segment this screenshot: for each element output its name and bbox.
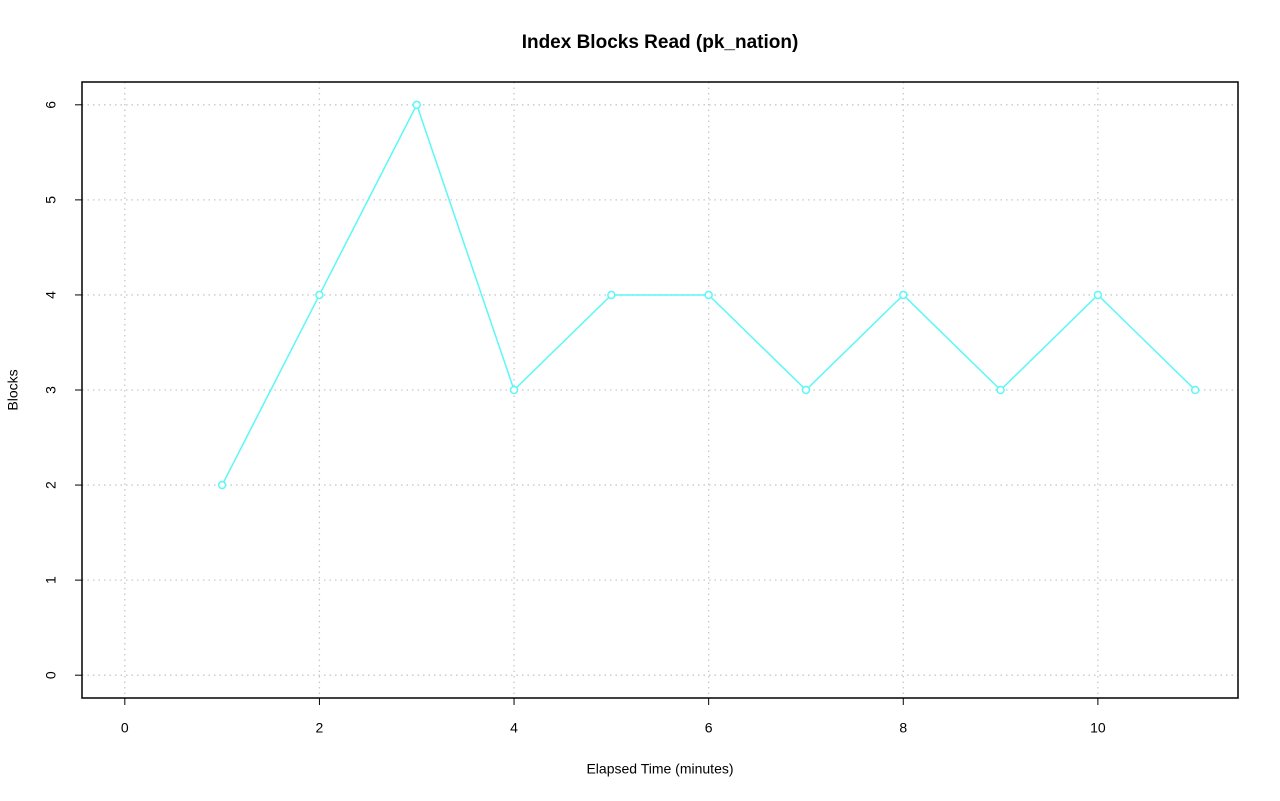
y-tick-label: 4 [43, 291, 59, 299]
x-axis-label: Elapsed Time (minutes) [586, 761, 733, 777]
y-tick-label: 0 [43, 671, 59, 679]
x-tick-label: 4 [510, 720, 518, 736]
data-point [704, 290, 713, 300]
data-point [509, 385, 519, 395]
plot-frame [81, 81, 1239, 699]
y-tick-label: 1 [43, 576, 59, 584]
y-axis-label: Blocks [5, 369, 21, 410]
data-point [1093, 290, 1103, 300]
x-tick-label: 0 [121, 720, 129, 736]
data-point [801, 385, 811, 395]
y-tick-label: 6 [43, 101, 59, 109]
x-tick-label: 10 [1090, 720, 1106, 736]
y-tick-label: 2 [43, 481, 59, 489]
x-tick-label: 6 [705, 720, 713, 736]
x-tick-label: 8 [899, 720, 907, 736]
x-tick-label: 2 [316, 720, 324, 736]
data-point [217, 480, 227, 490]
data-point [607, 290, 616, 300]
data-point [1190, 385, 1200, 395]
data-point [412, 100, 421, 110]
chart-title: Index Blocks Read (pk_nation) [522, 32, 799, 53]
data-point [996, 385, 1005, 395]
data-point [899, 290, 908, 300]
y-tick-label: 5 [43, 196, 59, 204]
y-tick-label: 3 [43, 386, 59, 394]
data-point [315, 290, 324, 300]
